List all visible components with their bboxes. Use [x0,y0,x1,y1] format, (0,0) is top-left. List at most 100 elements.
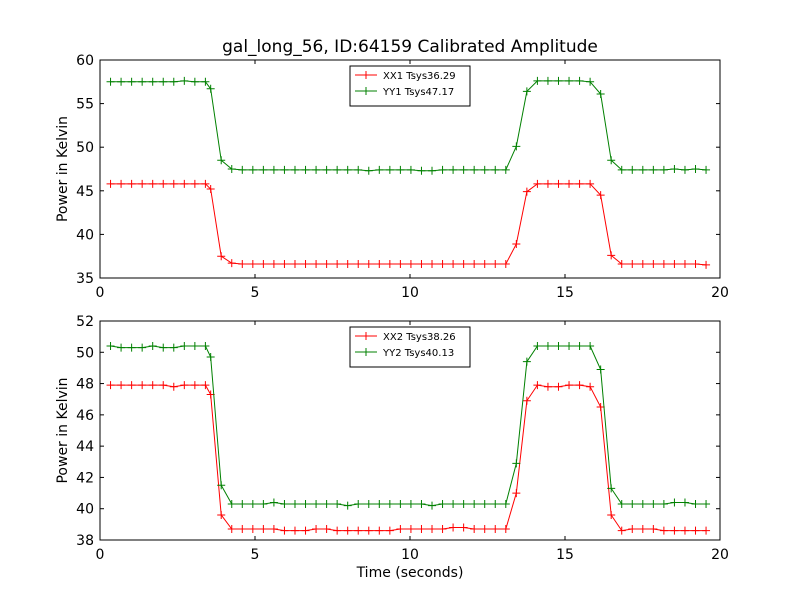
data-point-marker [659,165,668,174]
data-point-marker [659,260,668,269]
data-point-marker [554,382,563,391]
legend-box [349,326,471,368]
data-point-marker [702,165,711,174]
y-tick-label: 45 [76,184,94,200]
data-point-marker [127,381,136,390]
data-point-marker [248,260,257,269]
data-point-marker [565,179,574,188]
y-tick-label: 55 [76,97,94,113]
data-point-marker [617,165,626,174]
data-point-marker [702,500,711,509]
data-point-marker [375,500,384,509]
data-point-marker [138,343,147,352]
data-point-marker [501,525,510,534]
data-point-marker [628,500,637,509]
data-point-marker [522,396,531,405]
data-point-marker [238,525,247,534]
data-point-marker [586,382,595,391]
data-point-marker [169,179,178,188]
data-point-marker [543,179,552,188]
data-point-marker [343,260,352,269]
chart-panel-1: 0 5 10 15 20 35 40 45 50 55 60 gal_long_56, ID:6415… [55,37,729,301]
data-point-marker [501,500,510,509]
data-point-marker [238,260,247,269]
series-2 [106,342,711,510]
data-point-marker [201,77,210,86]
legend-box [349,65,471,107]
data-point-marker [543,342,552,351]
data-point-marker [217,252,226,261]
data-point-marker [333,500,342,509]
data-point-marker [396,525,405,534]
x-tick-label: 0 [96,285,105,301]
x-tick-label: 15 [556,547,574,563]
data-point-marker [290,260,299,269]
data-point-marker [201,179,210,188]
data-point-marker [159,77,168,86]
data-point-marker [575,342,584,351]
data-point-marker [227,259,236,268]
data-point-marker [543,76,552,85]
data-point-marker [248,525,257,534]
data-point-marker [533,342,542,351]
data-point-marker [522,87,531,96]
data-point-marker [554,342,563,351]
data-point-marker [491,165,500,174]
data-point-marker [522,357,531,366]
data-point-marker [201,381,210,390]
data-point-marker [259,500,268,509]
data-point-marker [127,77,136,86]
data-point-marker [417,166,426,175]
data-point-marker [659,526,668,535]
data-point-marker [586,179,595,188]
data-point-marker [385,526,394,535]
data-point-marker [575,381,584,390]
data-point-marker [702,260,711,269]
data-point-marker [680,526,689,535]
data-point-marker [607,510,616,519]
y-tick-label: 50 [76,140,94,156]
data-point-marker [649,260,658,269]
data-point-marker [480,525,489,534]
data-point-marker [117,343,126,352]
data-point-marker [649,500,658,509]
data-point-marker [596,90,605,99]
data-point-marker [227,525,236,534]
data-point-marker [396,165,405,174]
data-point-marker [280,500,289,509]
data-point-marker [596,403,605,412]
data-point-marker [480,260,489,269]
legend-label: XX2 Tsys38.26 [383,332,456,343]
data-point-marker [180,342,189,351]
data-point-marker [106,342,115,351]
data-point-marker [148,77,157,86]
data-point-marker [459,500,468,509]
data-point-marker [607,484,616,493]
data-point-marker [248,165,257,174]
data-point-marker [138,381,147,390]
data-point-marker [438,500,447,509]
data-point-marker [159,179,168,188]
data-point-marker [617,500,626,509]
data-point-marker [607,156,616,165]
legend: XX1 Tsys36.29 YY1 Tsys47.17 [349,65,471,107]
data-point-marker [438,165,447,174]
data-point-marker [617,260,626,269]
data-point-marker [312,500,321,509]
data-point-marker [322,165,331,174]
data-point-marker [491,260,500,269]
data-point-marker [501,260,510,269]
y-tick-label: 44 [76,439,94,455]
data-point-marker [269,525,278,534]
data-point-marker [691,260,700,269]
y-tick-label: 42 [76,470,94,486]
data-point-marker [406,500,415,509]
data-point-marker [148,342,157,351]
x-axis-label: Time (seconds) [356,565,464,581]
data-point-marker [354,165,363,174]
data-point-marker [322,525,331,534]
data-point-marker [565,76,574,85]
x-tick-label: 15 [556,285,574,301]
